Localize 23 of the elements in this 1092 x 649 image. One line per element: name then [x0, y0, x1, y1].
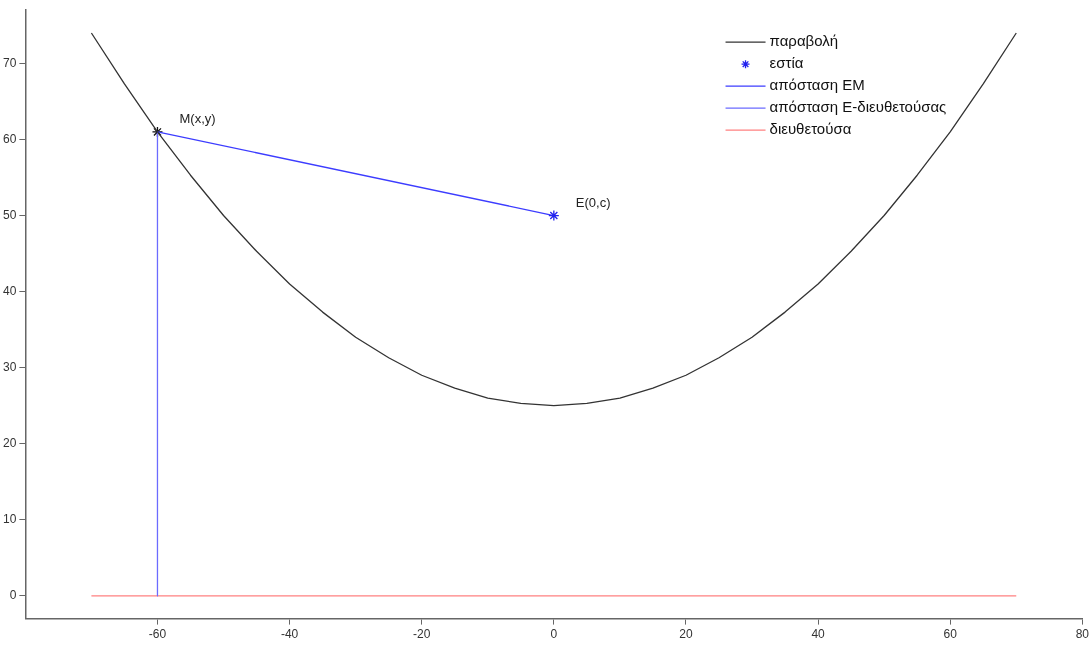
x-tick-label: 80	[1075, 627, 1090, 642]
legend-label: απόσταση Ε-διευθετούσας	[769, 98, 947, 116]
x-tick-label: 60	[943, 627, 958, 642]
x-tick-label: 0	[550, 627, 558, 642]
x-tick-label: -40	[280, 627, 299, 642]
legend-label: διευθετούσα	[769, 120, 852, 138]
annotation: E(0,c)	[575, 194, 611, 210]
x-tick-label: -60	[148, 627, 167, 642]
legend-label: εστία	[769, 54, 804, 72]
x-tick-label: 40	[811, 627, 826, 642]
legend-label: απόσταση ΕΜ	[769, 76, 865, 94]
y-tick-label: 20	[2, 436, 17, 450]
annotation: M(x,y)	[179, 110, 216, 126]
y-tick-label: 50	[2, 207, 17, 222]
y-tick-label: 0	[9, 588, 17, 603]
legend-label: παραβολή	[769, 32, 839, 50]
y-tick-label: 70	[2, 55, 17, 70]
x-tick-label: -20	[413, 627, 431, 642]
y-tick-label: 10	[2, 512, 17, 527]
x-tick-label: 20	[679, 627, 693, 642]
y-tick-label: 40	[2, 283, 17, 298]
y-tick-label: 60	[2, 131, 17, 146]
y-tick-label: 30	[2, 359, 17, 374]
